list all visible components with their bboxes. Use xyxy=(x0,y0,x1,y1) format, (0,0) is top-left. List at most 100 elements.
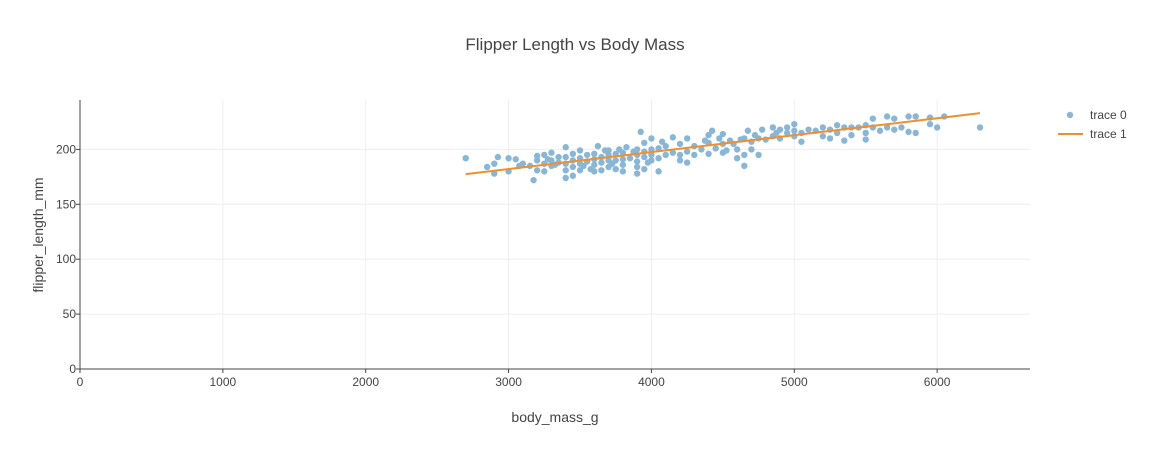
x-tick-label: 5000 xyxy=(781,375,808,389)
scatter-point xyxy=(776,126,784,133)
scatter-point xyxy=(512,156,519,163)
scatter-point xyxy=(576,167,584,174)
scatter-point xyxy=(791,127,798,134)
scatter-point xyxy=(505,154,512,162)
y-tick-label: 100 xyxy=(56,252,76,266)
scatter-point xyxy=(833,122,841,129)
scatter-point xyxy=(562,144,569,151)
scatter-point xyxy=(591,161,598,168)
scatter-point xyxy=(933,124,941,131)
scatter-point xyxy=(791,120,798,128)
x-tick-label: 2000 xyxy=(352,375,379,389)
scatter-point xyxy=(705,150,712,157)
legend-label: trace 1 xyxy=(1090,127,1127,141)
scatter-point xyxy=(862,129,869,137)
scatter-point xyxy=(891,126,898,133)
scatter-point xyxy=(494,153,502,161)
scatter-point xyxy=(862,136,869,143)
scatter-point xyxy=(876,127,884,134)
scatter-point xyxy=(723,147,730,154)
scatter-point xyxy=(683,148,691,155)
scatter-point xyxy=(826,135,834,142)
scatter-point xyxy=(641,139,648,147)
x-tick-label: 0 xyxy=(77,375,84,389)
scatter-point xyxy=(569,172,577,179)
scatter-point xyxy=(462,154,469,162)
scatter-point xyxy=(755,151,762,159)
scatter-point xyxy=(683,135,691,142)
scatter-point xyxy=(676,140,684,148)
scatter-point xyxy=(541,168,548,175)
scatter-point xyxy=(591,168,598,175)
scatter-point xyxy=(891,115,898,122)
scatter-point xyxy=(733,154,741,162)
scatter-point xyxy=(633,163,641,171)
scatter-point xyxy=(541,151,548,159)
scatter-point xyxy=(576,147,584,154)
scatter-point xyxy=(569,163,577,171)
scatter-point xyxy=(633,158,641,165)
scatter-point xyxy=(833,129,841,137)
scatter-point xyxy=(655,145,662,152)
scatter-point xyxy=(562,167,569,174)
scatter-point xyxy=(598,167,605,174)
scatter-point xyxy=(869,115,877,122)
scatter-point xyxy=(605,147,612,154)
scatter-point xyxy=(491,160,498,167)
scatter-point xyxy=(626,154,634,162)
scatter-point xyxy=(633,146,641,153)
scatter-point xyxy=(591,150,598,157)
axis-layer: 0 1000 2000 3000 4000 5000 6000 0 50 100 150 200 xyxy=(56,100,1030,389)
scatter-point xyxy=(633,170,641,177)
scatter-point xyxy=(583,151,591,159)
y-axis-title: flipper_length_mm xyxy=(30,177,46,292)
trend-line xyxy=(465,112,981,176)
scatter-point xyxy=(655,168,662,175)
scatter-point xyxy=(655,154,662,162)
scatter-point xyxy=(741,151,748,159)
x-tick-label: 1000 xyxy=(210,375,237,389)
scatter-point xyxy=(580,162,587,170)
scatter-point xyxy=(719,130,727,138)
scatter-point xyxy=(769,124,777,131)
scatter-point xyxy=(976,124,984,131)
scatter-point xyxy=(926,120,934,128)
scatter-point xyxy=(519,160,527,167)
scatter-point xyxy=(741,162,748,170)
scatter-point xyxy=(530,176,537,184)
scatter-point xyxy=(783,124,791,131)
scatter-point xyxy=(744,127,752,134)
scatter-point xyxy=(712,145,719,152)
y-tick-label: 150 xyxy=(56,197,76,211)
grid-layer xyxy=(80,100,1030,369)
scatter-point xyxy=(912,129,919,137)
scatter-point xyxy=(748,146,755,153)
scatter-point xyxy=(612,165,619,173)
scatter-point xyxy=(883,113,891,120)
scatter-point xyxy=(716,135,723,142)
scatter-point xyxy=(898,124,905,131)
data-layer xyxy=(462,112,984,184)
y-tick-label: 200 xyxy=(56,142,76,156)
x-tick-label: 3000 xyxy=(495,375,522,389)
scatter-point xyxy=(641,153,648,161)
scatter-point xyxy=(676,157,684,164)
scatter-point xyxy=(619,156,627,163)
scatter-point xyxy=(841,137,848,144)
scatter-point xyxy=(662,151,669,159)
scatter-point xyxy=(798,138,805,145)
scatter-point xyxy=(691,151,698,159)
scatter-point xyxy=(648,157,655,164)
scatter-point xyxy=(648,135,655,142)
scatter-point xyxy=(905,128,912,136)
scatter-point xyxy=(619,168,627,175)
scatter-point xyxy=(598,159,605,166)
chart-title: Flipper Length vs Body Mass xyxy=(465,35,684,54)
scatter-point xyxy=(533,152,541,160)
scatter-point xyxy=(491,170,498,177)
scatter-point xyxy=(548,149,555,156)
x-tick-label: 4000 xyxy=(638,375,665,389)
scatter-point xyxy=(533,167,541,174)
x-axis-title: body_mass_g xyxy=(511,409,598,425)
